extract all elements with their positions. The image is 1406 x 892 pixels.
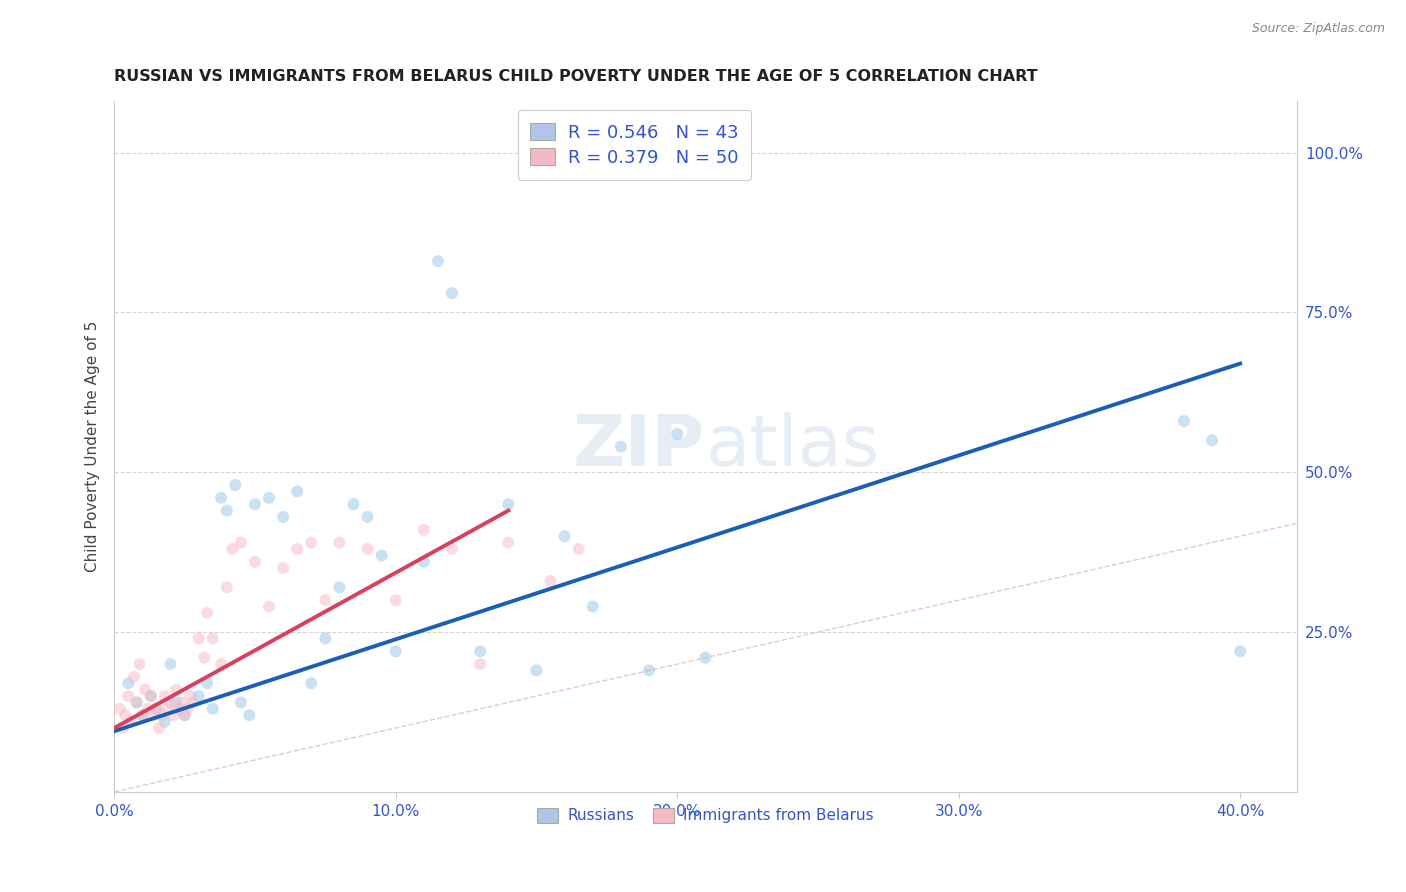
Point: [342, 497, 364, 511]
Point: [165, 695, 187, 709]
Point: [328, 535, 350, 549]
Point: [209, 491, 232, 505]
Legend: Russians, Immigrants from Belarus: Russians, Immigrants from Belarus: [527, 799, 883, 832]
Text: Source: ZipAtlas.com: Source: ZipAtlas.com: [1251, 22, 1385, 36]
Point: [384, 644, 406, 658]
Point: [215, 580, 238, 594]
Point: [173, 708, 195, 723]
Point: [238, 708, 260, 723]
Point: [181, 695, 204, 709]
Point: [120, 714, 142, 729]
Point: [148, 721, 170, 735]
Point: [229, 535, 252, 549]
Point: [176, 702, 198, 716]
Point: [695, 650, 717, 665]
Point: [159, 695, 181, 709]
Point: [356, 510, 378, 524]
Point: [117, 676, 139, 690]
Point: [142, 708, 165, 723]
Point: [356, 541, 378, 556]
Point: [195, 606, 218, 620]
Point: [128, 657, 150, 671]
Point: [125, 695, 148, 709]
Point: [610, 440, 633, 454]
Point: [125, 695, 148, 709]
Point: [117, 689, 139, 703]
Point: [1201, 434, 1223, 448]
Point: [195, 676, 218, 690]
Point: [114, 708, 136, 723]
Point: [384, 593, 406, 607]
Point: [470, 644, 492, 658]
Point: [271, 561, 294, 575]
Point: [314, 632, 336, 646]
Point: [159, 657, 181, 671]
Point: [257, 599, 280, 614]
Point: [150, 708, 173, 723]
Point: [131, 708, 153, 723]
Point: [582, 599, 605, 614]
Point: [666, 426, 689, 441]
Point: [229, 695, 252, 709]
Point: [370, 549, 392, 563]
Point: [285, 484, 308, 499]
Point: [470, 657, 492, 671]
Point: [224, 478, 246, 492]
Point: [193, 650, 215, 665]
Point: [243, 555, 266, 569]
Point: [243, 497, 266, 511]
Point: [187, 632, 209, 646]
Point: [122, 670, 145, 684]
Point: [167, 702, 190, 716]
Point: [134, 682, 156, 697]
Point: [526, 664, 548, 678]
Point: [221, 541, 243, 556]
Point: [299, 676, 322, 690]
Point: [215, 503, 238, 517]
Point: [170, 695, 193, 709]
Point: [1229, 644, 1251, 658]
Point: [412, 523, 434, 537]
Point: [131, 708, 153, 723]
Point: [257, 491, 280, 505]
Point: [426, 254, 449, 268]
Point: [139, 689, 162, 703]
Point: [139, 689, 162, 703]
Point: [498, 535, 520, 549]
Point: [201, 632, 224, 646]
Point: [1173, 414, 1195, 428]
Point: [440, 286, 463, 301]
Point: [165, 682, 187, 697]
Y-axis label: Child Poverty Under the Age of 5: Child Poverty Under the Age of 5: [86, 321, 100, 573]
Point: [328, 580, 350, 594]
Point: [201, 702, 224, 716]
Point: [299, 535, 322, 549]
Point: [108, 702, 131, 716]
Point: [145, 702, 167, 716]
Point: [412, 555, 434, 569]
Point: [153, 714, 176, 729]
Point: [440, 541, 463, 556]
Point: [111, 721, 134, 735]
Point: [209, 657, 232, 671]
Point: [554, 529, 576, 543]
Point: [314, 593, 336, 607]
Point: [136, 702, 159, 716]
Text: ZIP: ZIP: [574, 412, 706, 481]
Point: [145, 702, 167, 716]
Text: atlas: atlas: [706, 412, 880, 481]
Point: [173, 708, 195, 723]
Point: [638, 664, 661, 678]
Point: [271, 510, 294, 524]
Point: [540, 574, 562, 588]
Text: RUSSIAN VS IMMIGRANTS FROM BELARUS CHILD POVERTY UNDER THE AGE OF 5 CORRELATION : RUSSIAN VS IMMIGRANTS FROM BELARUS CHILD…: [114, 69, 1038, 84]
Point: [153, 689, 176, 703]
Point: [179, 689, 201, 703]
Point: [498, 497, 520, 511]
Point: [187, 689, 209, 703]
Point: [156, 702, 179, 716]
Point: [162, 708, 184, 723]
Point: [568, 541, 591, 556]
Point: [285, 541, 308, 556]
